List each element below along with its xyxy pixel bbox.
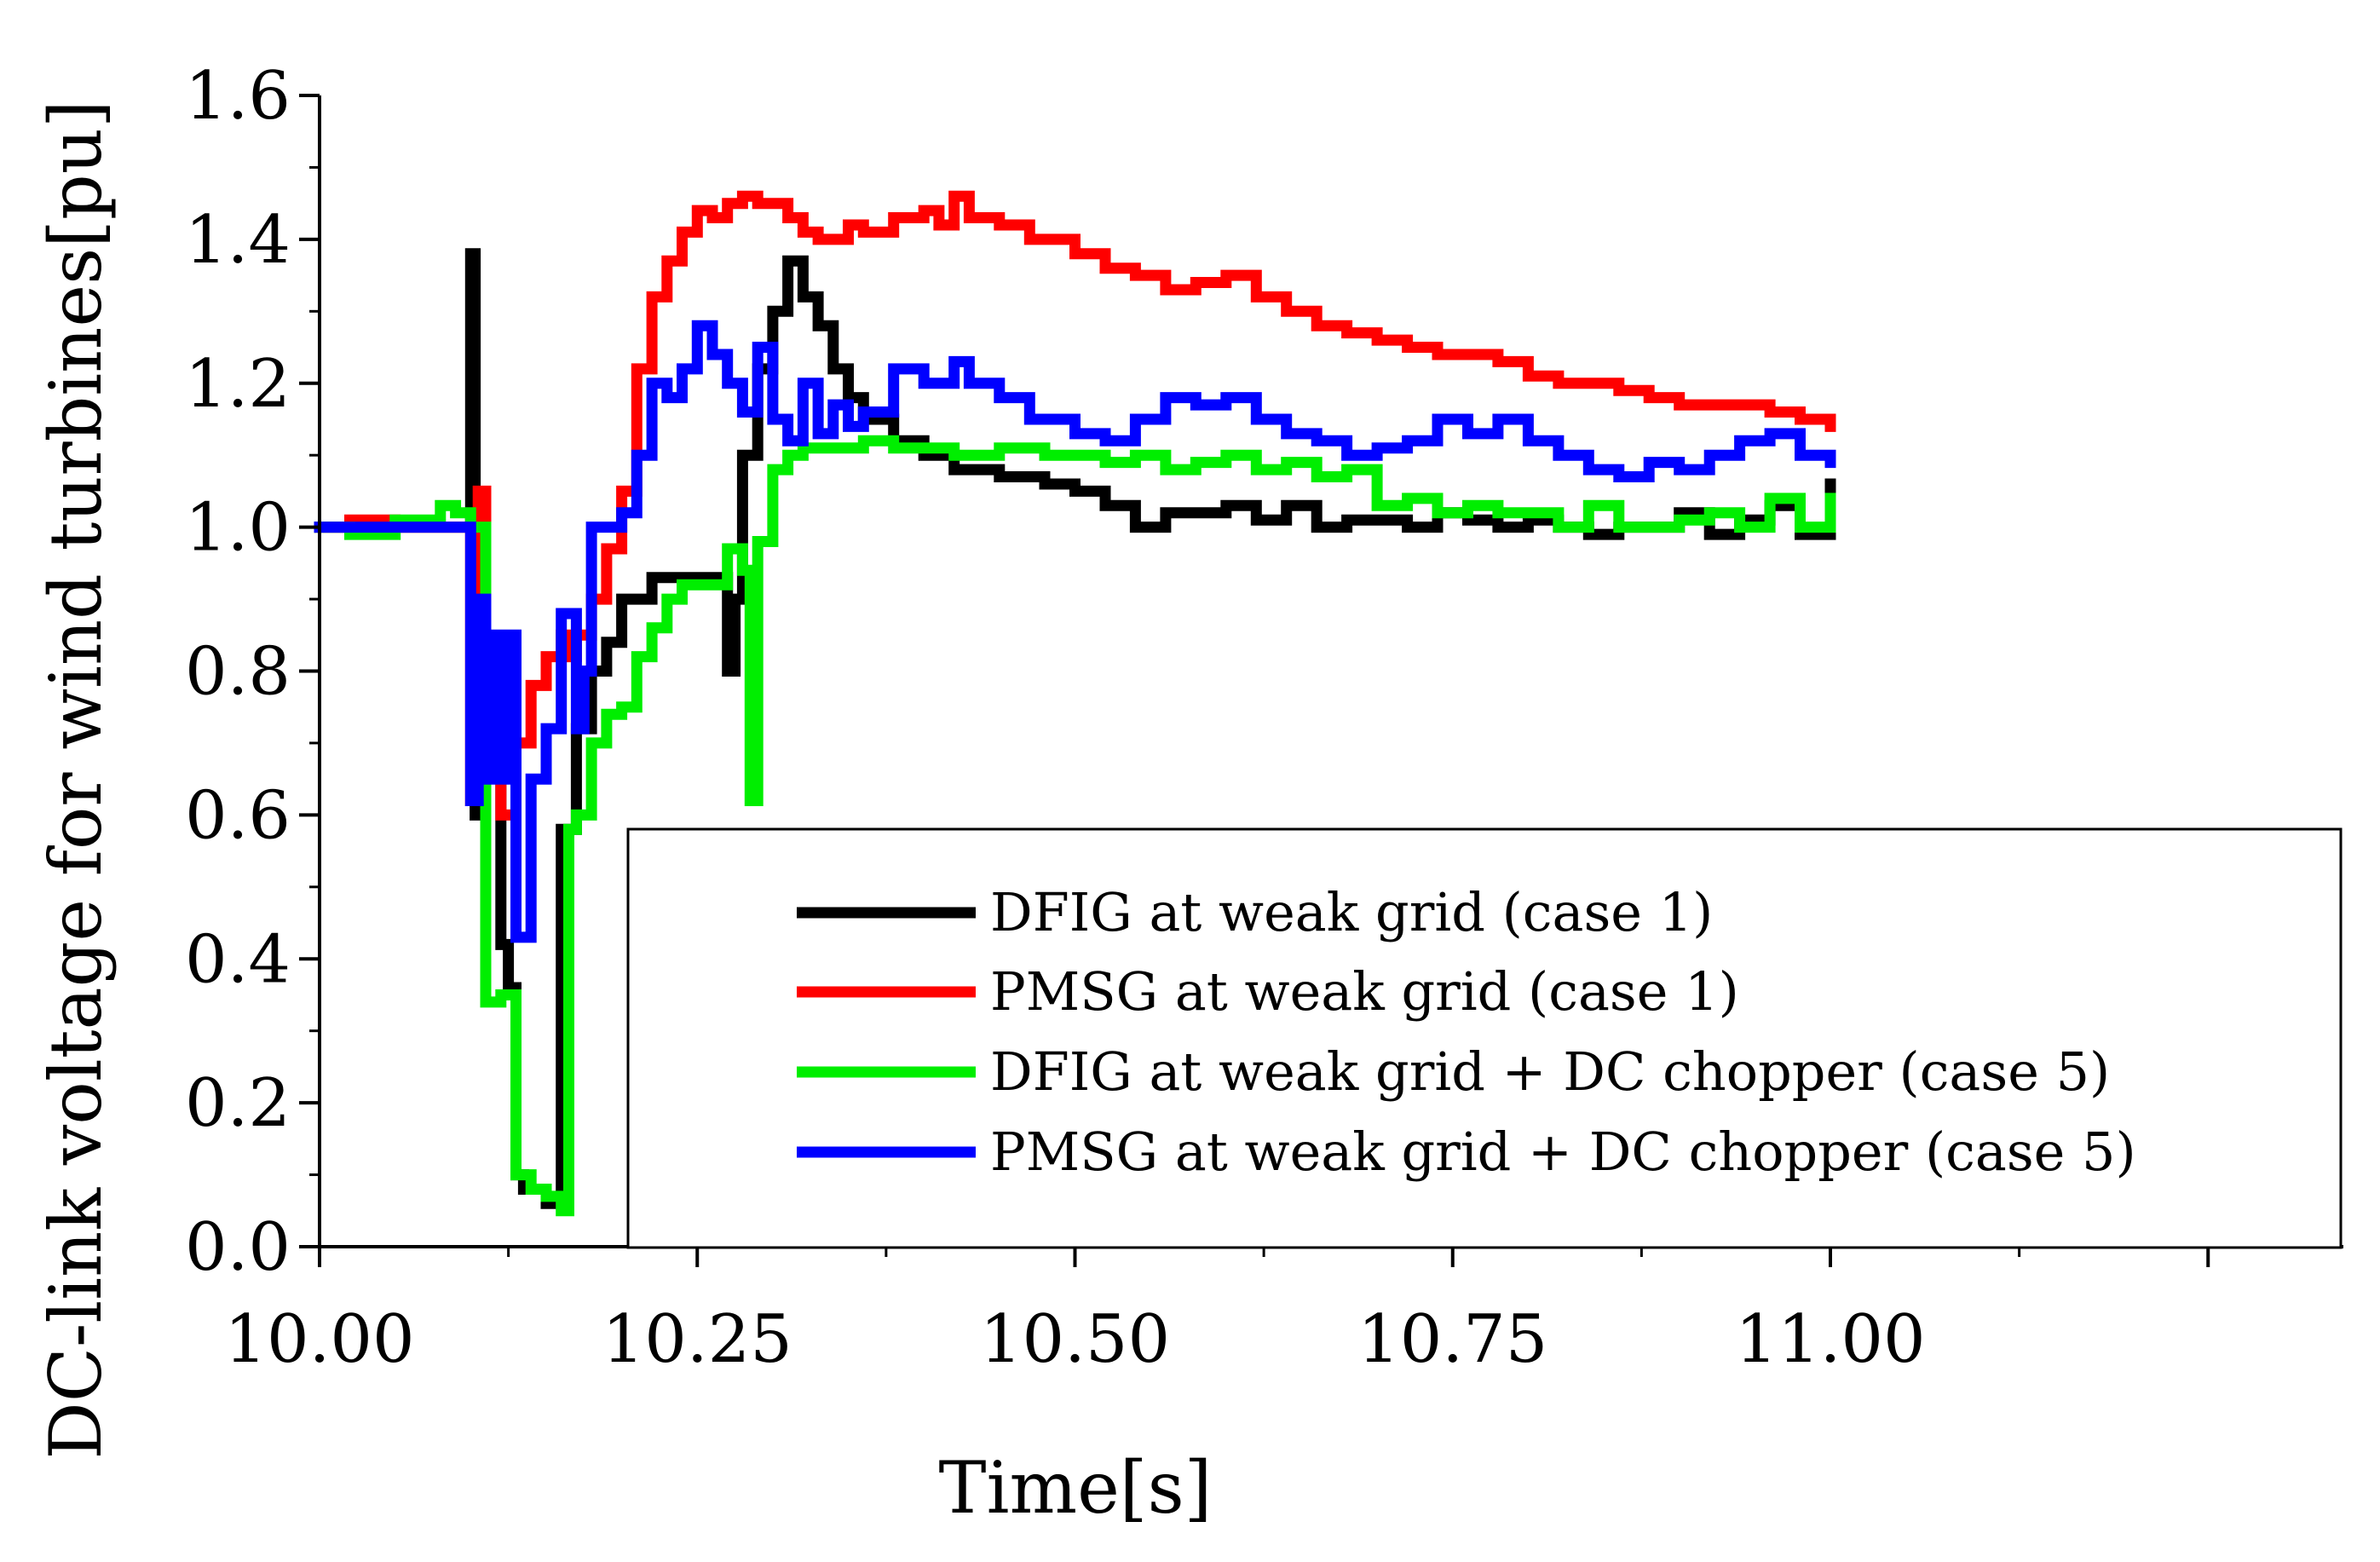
series-layer [314,190,1836,1217]
x-tick-label: 10.25 [602,1301,792,1378]
y-tick-label: 1.6 [185,58,291,135]
y-tick-label: 0.8 [185,634,291,711]
y-tick-label: 0.6 [185,777,291,854]
legend-box [626,827,2343,1249]
y-tick-label: 1.0 [185,490,291,567]
x-axis-title: Time[s] [939,1446,1213,1530]
y-tick-label: 0.4 [185,921,291,998]
x-tick-label: 10.50 [980,1301,1170,1378]
x-tick-label: 10.00 [224,1301,414,1378]
legend-label: DFIG at weak grid (case 1) [990,881,1713,943]
legend: DFIG at weak grid (case 1) PMSG at weak g… [626,827,2343,1249]
series-line-3 [314,435,1836,1217]
y-tick-label: 0.0 [185,1209,291,1286]
y-tick-label: 1.2 [185,346,291,423]
legend-label: PMSG at weak grid (case 1) [990,960,1739,1023]
x-tick-label: 11.00 [1735,1301,1925,1378]
x-tick-label: 10.75 [1357,1301,1547,1378]
legend-label: DFIG at weak grid + DC chopper (case 5) [990,1040,2110,1103]
legend-label: PMSG at weak grid + DC chopper (case 5) [990,1121,2136,1183]
series-line-4 [314,320,1836,943]
y-axis-title: DC-link voltage for wind turbines[pu] [34,100,118,1459]
axes: 0.0 0.2 0.4 0.6 0.8 1.0 1.2 1.4 1.6 10.00 10.25 10.… [185,58,2343,1378]
y-tick-label: 1.4 [185,202,291,279]
y-tick-label: 0.2 [185,1065,291,1142]
